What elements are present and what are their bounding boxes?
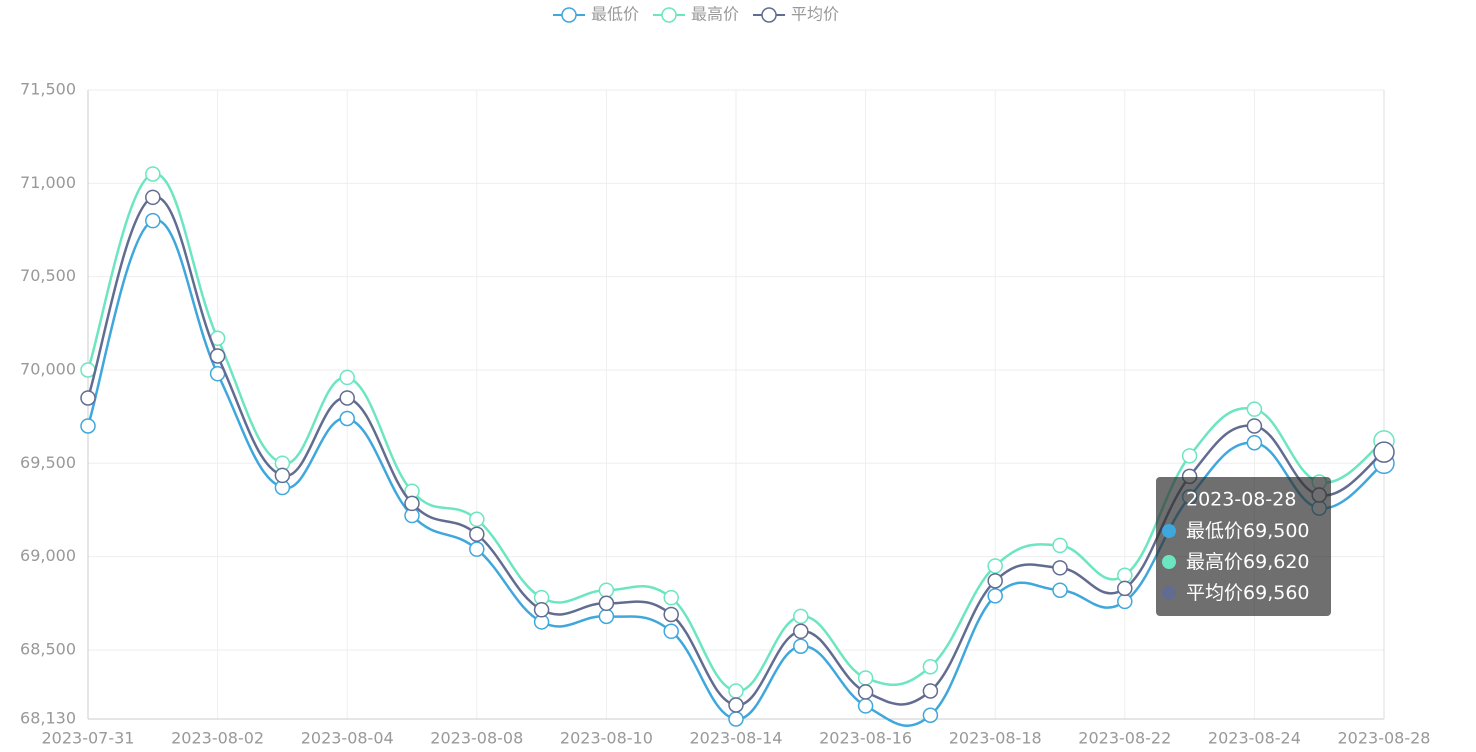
data-point: [922, 683, 939, 699]
data-point: [339, 390, 355, 406]
x-tick-label: 2023-08-04: [301, 729, 394, 748]
data-point: [469, 511, 485, 528]
data-point: [1246, 418, 1263, 434]
data-point: [857, 670, 874, 686]
data-point: [274, 467, 291, 484]
legend-label[interactable]: 最低价: [591, 5, 639, 24]
data-point: [987, 573, 1003, 589]
legend-marker: [761, 7, 777, 23]
data-point: [663, 623, 679, 640]
data-point: [145, 166, 161, 182]
data-point: [922, 658, 939, 675]
y-tick-label: 71,000: [20, 173, 76, 192]
x-tick-label: 2023-07-31: [42, 729, 135, 748]
grid: 68,130 68,500 69,000 69,500 70,000 70,500 71,0…: [20, 80, 1430, 748]
x-tick-label: 2023-08-16: [819, 729, 912, 748]
data-point: [1246, 435, 1263, 451]
series-line: [86, 172, 1385, 693]
data-point: [728, 683, 744, 699]
data-point: [793, 608, 809, 625]
data-point: [663, 589, 679, 606]
tooltip-dot: [1162, 586, 1176, 600]
x-tick-label: 2023-08-24: [1208, 729, 1301, 748]
y-tick-label: 69,500: [20, 453, 76, 472]
tooltip-value: 69,560: [1243, 582, 1309, 604]
data-point: [404, 495, 420, 512]
y-tick-label: 70,500: [20, 266, 76, 285]
tooltip-series-name: 最低价: [1186, 520, 1243, 542]
data-point: [1246, 401, 1263, 417]
data-point: [80, 390, 96, 406]
data-point: [469, 526, 485, 542]
series-line: [86, 218, 1385, 727]
data-point: [533, 602, 550, 618]
data-point: [728, 697, 744, 713]
y-tick-label: 70,000: [20, 359, 76, 378]
tooltip: 2023-08-28最低价69,500最高价69,620平均价69,560: [1156, 477, 1331, 616]
data-point: [145, 189, 161, 206]
data-point: [987, 588, 1003, 604]
tooltip-title: 2023-08-28: [1186, 489, 1296, 511]
y-tick-label: 68,500: [20, 639, 76, 658]
data-point: [857, 684, 874, 700]
tooltip-value: 69,500: [1243, 520, 1309, 542]
y-tick-label: 69,000: [20, 546, 76, 565]
x-tick-label: 2023-08-10: [560, 729, 653, 748]
data-point: [922, 707, 939, 724]
data-point: [793, 623, 809, 640]
y-tick-label: 71,500: [20, 80, 76, 99]
x-tick-label: 2023-08-18: [949, 729, 1042, 748]
data-point: [1373, 441, 1395, 463]
data-point: [1117, 593, 1133, 610]
tooltip-value: 69,620: [1243, 551, 1309, 573]
data-point: [1181, 448, 1198, 464]
y-tick-label: 68,130: [20, 709, 76, 728]
tooltip-row: 最高价69,620: [1186, 551, 1310, 573]
tooltip-box: [1156, 477, 1331, 616]
x-tick-label: 2023-08-28: [1338, 729, 1431, 748]
data-point: [339, 410, 355, 427]
tooltip-dot: [1162, 524, 1176, 538]
tooltip-series-name: 最高价: [1186, 551, 1243, 573]
data-point: [598, 608, 615, 625]
x-tick-label: 2023-08-14: [690, 729, 783, 748]
lines: [80, 166, 1395, 727]
data-point: [598, 582, 615, 598]
legend-marker: [561, 7, 577, 23]
x-tick-label: 2023-08-08: [430, 729, 523, 748]
legend-marker: [661, 7, 677, 23]
data-point: [209, 348, 226, 364]
x-tick-label: 2023-08-02: [171, 729, 264, 748]
data-point: [1052, 560, 1068, 576]
tooltip-dot: [1162, 555, 1176, 569]
data-point: [145, 212, 161, 229]
data-point: [1117, 580, 1133, 597]
data-point: [663, 606, 679, 623]
legend[interactable]: 最低价 最高价 平均价: [553, 5, 839, 24]
data-point: [1052, 537, 1068, 554]
tooltip-row: 最低价69,500: [1186, 520, 1310, 542]
data-point: [793, 638, 809, 654]
data-point: [80, 418, 96, 434]
x-tick-label: 2023-08-22: [1078, 729, 1171, 748]
tooltip-series-name: 平均价: [1186, 582, 1243, 604]
legend-label[interactable]: 平均价: [791, 5, 839, 24]
data-point: [598, 595, 615, 612]
data-point: [1117, 567, 1133, 584]
data-point: [80, 362, 96, 378]
data-point: [857, 698, 874, 714]
legend-label[interactable]: 最高价: [691, 5, 739, 24]
data-point: [728, 711, 744, 727]
data-point: [987, 558, 1003, 574]
data-point: [1052, 582, 1068, 598]
tooltip-row: 平均价69,560: [1186, 582, 1310, 604]
data-point: [339, 369, 355, 386]
data-point: [469, 541, 485, 557]
